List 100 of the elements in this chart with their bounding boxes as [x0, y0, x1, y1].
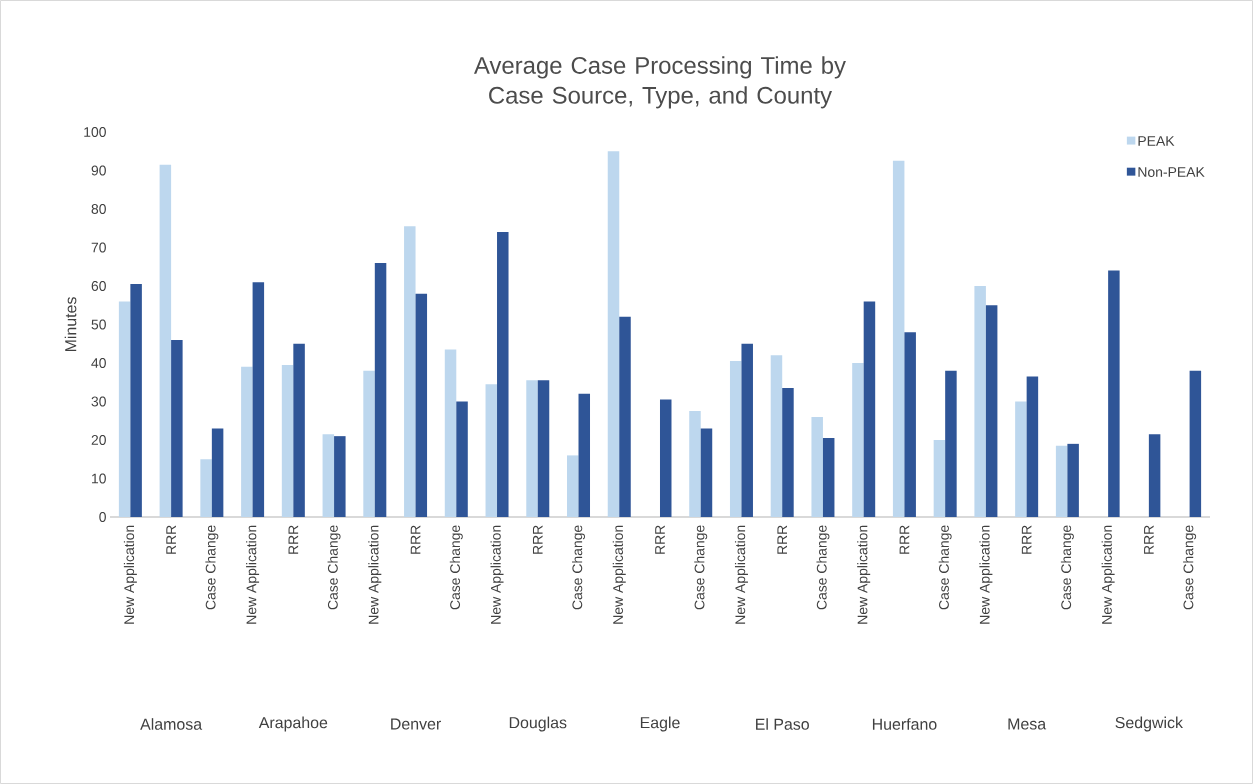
x-tick-label: RRR — [899, 525, 910, 554]
bar — [334, 436, 346, 517]
x-tick-label: Case Change — [327, 525, 341, 610]
x-tick-label: New Application — [979, 525, 993, 624]
legend-label: Non-PEAK — [1138, 167, 1205, 177]
y-tick-label: 0 — [99, 512, 106, 522]
y-tick-label: 100 — [84, 127, 106, 137]
bar — [659, 399, 672, 517]
bar — [322, 434, 335, 517]
y-tick-label: 70 — [91, 242, 106, 253]
bar — [904, 332, 916, 517]
bar — [363, 370, 375, 517]
y-tick-label: 20 — [91, 435, 106, 445]
y-axis-title: Minutes — [64, 297, 77, 352]
x-tick-label: Case Change — [816, 525, 830, 610]
bar — [782, 388, 794, 517]
x-tick-label: New Application — [734, 525, 748, 624]
text: Denver — [391, 718, 441, 730]
bar — [933, 440, 946, 517]
x-tick-label: RRR — [166, 525, 176, 554]
x-tick-label: Case Change — [205, 525, 219, 610]
bar — [741, 343, 753, 517]
bar — [729, 361, 742, 517]
bar — [619, 316, 631, 517]
bar — [1055, 445, 1068, 517]
bar — [252, 282, 265, 517]
x-tick-label: RRR — [1144, 525, 1154, 554]
text: Douglas — [509, 716, 567, 732]
y-tick-label: 30 — [91, 396, 106, 407]
y-tick-label: 60 — [91, 281, 106, 291]
bar — [1189, 370, 1202, 517]
bar — [1026, 376, 1039, 517]
y-tick-label: 90 — [91, 165, 106, 176]
x-tick-label: Case Change — [1183, 525, 1197, 610]
text: Mesa — [1008, 718, 1047, 730]
bar — [607, 151, 620, 517]
bar — [811, 416, 823, 517]
bar — [293, 343, 305, 517]
bar — [200, 459, 212, 517]
bar — [567, 455, 579, 517]
bar — [770, 355, 783, 517]
y-tick-label: 10 — [92, 473, 106, 484]
bar — [526, 380, 538, 517]
bar — [985, 305, 998, 517]
bar — [1148, 434, 1161, 517]
y-tick-label: 50 — [91, 319, 106, 330]
bar — [281, 364, 294, 517]
bar — [578, 393, 591, 517]
bar — [863, 301, 876, 517]
x-tick-label: New Application — [1101, 525, 1115, 624]
text: Arapahoe — [258, 716, 328, 732]
x-tick-label: New Application — [368, 525, 382, 624]
bar — [485, 384, 498, 517]
text: Alamosa — [140, 718, 203, 730]
y-tick-label: 40 — [91, 358, 106, 368]
bar — [159, 164, 172, 517]
bar — [171, 339, 183, 517]
bar — [945, 370, 957, 517]
bar — [974, 286, 986, 517]
x-tick-label: Case Change — [572, 525, 585, 610]
bar — [404, 226, 416, 517]
bar — [892, 160, 905, 517]
bar — [374, 262, 387, 517]
x-tick-label: New Application — [857, 525, 871, 624]
x-tick-label: RRR — [288, 525, 299, 554]
text: El Paso — [756, 718, 809, 730]
text: Eagle — [640, 716, 680, 732]
bar — [537, 380, 550, 517]
bar — [1015, 401, 1027, 517]
x-tick-label: New Application — [123, 525, 137, 624]
bar — [1108, 270, 1120, 517]
text: Sedgwick — [1115, 716, 1183, 732]
bar — [444, 349, 457, 517]
bar — [700, 428, 713, 517]
bar — [130, 284, 142, 517]
chart-title: Average Case Processing Time by Case Source, Type, and County — [473, 56, 846, 109]
bar — [497, 232, 509, 517]
x-tick-label: New Application — [490, 525, 504, 624]
text: Huerfano — [872, 718, 937, 730]
x-tick-label: RRR — [410, 525, 421, 554]
x-tick-label: New Application — [246, 525, 260, 624]
x-tick-label: RRR — [532, 525, 543, 554]
x-tick-label: Case Change — [694, 525, 708, 610]
legend-label: PEAK — [1138, 136, 1175, 146]
y-tick-label: 80 — [91, 204, 106, 214]
bar — [689, 411, 701, 517]
x-tick-label: RRR — [655, 525, 665, 554]
x-tick-label: Case Change — [449, 525, 463, 610]
bar — [822, 438, 835, 517]
x-tick-label: New Application — [612, 525, 626, 624]
x-tick-label: RRR — [1021, 525, 1032, 554]
bar — [456, 401, 468, 517]
bar — [852, 363, 864, 517]
bar — [211, 428, 224, 517]
x-tick-label: Case Change — [1060, 525, 1074, 610]
bar — [1067, 443, 1079, 517]
bar — [241, 366, 253, 517]
bar — [415, 293, 428, 517]
bar — [118, 301, 131, 517]
x-tick-label: RRR — [777, 525, 788, 554]
